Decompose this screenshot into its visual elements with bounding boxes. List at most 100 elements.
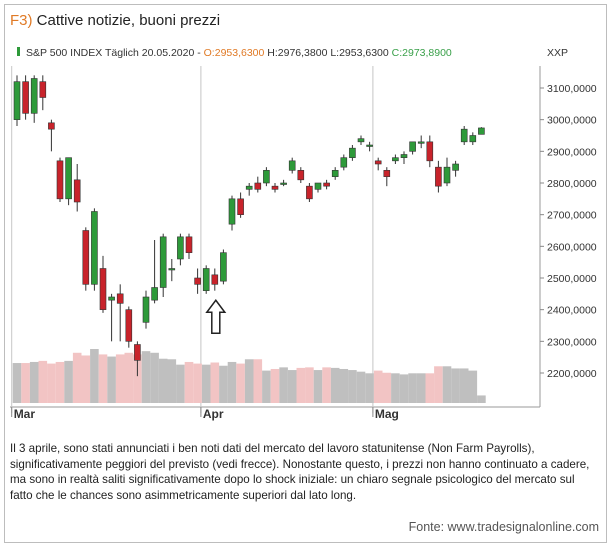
candle-body (134, 344, 141, 361)
volume-bar (12, 363, 22, 403)
volume-bar (227, 361, 237, 403)
candle-body (185, 236, 193, 253)
candle-body (271, 185, 279, 190)
header-candle-icon (17, 47, 20, 56)
candle-body (142, 296, 150, 323)
candle-body (220, 252, 227, 282)
candle-body (400, 154, 408, 158)
volume-bar (305, 367, 314, 403)
volume-bar (55, 361, 65, 403)
candlestick-chart: S&P 500 INDEX Täglich 20.05.2020 - O:295… (10, 47, 597, 421)
volume-bar (416, 373, 426, 403)
volume-bar (115, 354, 125, 403)
figure-label: F3) (10, 12, 33, 29)
candle-body (30, 78, 38, 114)
candle-body (460, 128, 468, 143)
candle-body (39, 81, 47, 98)
volume-bar (72, 352, 82, 403)
candle-body (254, 182, 262, 190)
volume-bar (253, 359, 263, 403)
volume-bar (38, 360, 48, 403)
y-tick-label: 2900,0000 (547, 146, 597, 158)
candle-body (82, 230, 90, 285)
y-tick-label: 3000,0000 (547, 115, 597, 127)
candle-body (331, 170, 339, 177)
annotation-arrow (205, 299, 227, 334)
candle-body (22, 81, 29, 114)
volume-bar (399, 374, 409, 403)
candle-body (383, 170, 391, 177)
volume-bar (442, 366, 452, 403)
volume-bar (21, 363, 30, 403)
volume-bar (262, 370, 271, 403)
volume-bar (167, 359, 177, 403)
y-tick-label: 3100,0000 (547, 83, 597, 95)
candle-body (177, 236, 184, 260)
volume-bar (408, 373, 417, 403)
volume-bar (244, 359, 254, 403)
volume-bar (184, 361, 194, 403)
volume-bar (296, 367, 306, 403)
x-tick-label: Mar (14, 407, 36, 421)
volume-bar (365, 373, 374, 403)
candle-body (469, 135, 477, 143)
candle-body (323, 182, 330, 187)
volume-bar (287, 370, 297, 403)
candle-body (478, 127, 485, 135)
candle-body (245, 185, 253, 190)
volume-bar (459, 368, 469, 403)
volume-bar (270, 368, 280, 403)
figure-title-text: Cattive notizie, buoni prezzi (36, 12, 221, 29)
y-tick-label: 2400,0000 (547, 305, 597, 317)
figure-caption: Il 3 aprile, sono stati annunciati i ben… (10, 442, 590, 502)
volume-bar (98, 354, 108, 403)
volume-bar (279, 367, 288, 403)
y-tick-label: 2600,0000 (547, 241, 597, 253)
candle-body (125, 309, 133, 342)
volume-bar (210, 362, 220, 403)
y-tick-label: 2300,0000 (547, 336, 597, 348)
candle-body (159, 236, 167, 288)
volume-bar (313, 370, 323, 403)
candle-body (409, 141, 416, 152)
candle-body (211, 274, 219, 285)
volume-bar (176, 364, 185, 403)
volume-bar (133, 354, 142, 403)
y-tick-label: 2500,0000 (547, 273, 597, 285)
volume-bar (236, 363, 245, 403)
candle-body (13, 81, 21, 120)
candle-body (392, 157, 399, 162)
candle-body (426, 141, 434, 162)
candle-body (435, 166, 442, 187)
candle-body (357, 138, 365, 143)
candle-body (263, 170, 270, 184)
volume-bar (477, 395, 486, 403)
volume-bar (29, 361, 39, 403)
y-tick-label: 2200,0000 (547, 368, 597, 380)
candle-body (349, 147, 356, 158)
candle-body (314, 182, 322, 190)
volume-bar (373, 370, 383, 403)
x-tick-label: Apr (203, 407, 224, 421)
candle-body (288, 160, 296, 171)
candle-body (340, 157, 348, 168)
figure-title: F3) Cattive notizie, buoni prezzi (10, 12, 220, 29)
volume-bar (219, 365, 228, 403)
candle-body (228, 198, 236, 225)
candle-body (99, 268, 107, 310)
volume-bar (339, 368, 349, 403)
volume-bar (193, 363, 202, 403)
candle-body (48, 122, 55, 130)
volume-bar (322, 367, 331, 403)
candle-body (280, 182, 287, 185)
volume-bar (158, 358, 168, 403)
candle-body (366, 144, 373, 147)
candle-body (73, 179, 81, 203)
candle-body (297, 170, 305, 181)
volume-bar (201, 364, 211, 403)
candle-body (168, 268, 176, 271)
volume-bar (330, 367, 340, 403)
candle-body (417, 141, 425, 144)
y-tick-label: 2700,0000 (547, 210, 597, 222)
candle-body (202, 268, 210, 291)
